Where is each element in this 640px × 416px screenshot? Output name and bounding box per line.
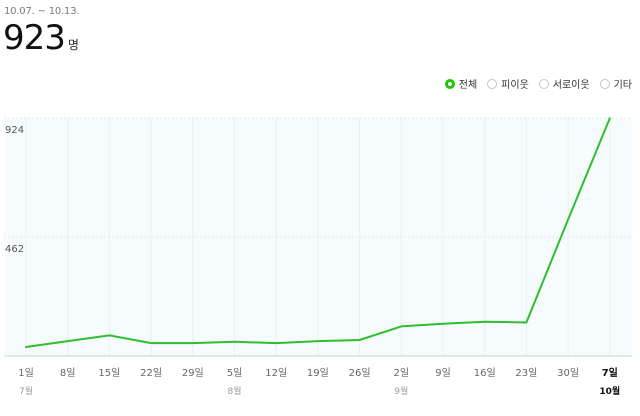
filter-legend: 전체 피이웃 서로이웃 기타: [444, 76, 632, 91]
x-tick-label: 1일: [18, 367, 34, 379]
filter-neighbor[interactable]: 피이웃: [487, 76, 529, 91]
x-tick-label: 23일: [515, 367, 537, 379]
filter-label: 피이웃: [501, 80, 529, 91]
x-tick-label: 9일: [435, 367, 451, 379]
total-value: 923: [3, 18, 66, 58]
chart-svg: 462 924 1일 8일 15일 22일 29일 5일 12일 19일 26일 2일 9일 16일 23일…: [4, 117, 632, 397]
x-tick-label: 15일: [98, 367, 120, 379]
y-tick-label: 462: [5, 244, 24, 255]
x-tick-label: 7일: [602, 366, 618, 379]
series-line: [25, 117, 611, 348]
filter-all[interactable]: 전체: [444, 76, 478, 91]
filter-label: 서로이웃: [552, 80, 590, 91]
month-label: 8월: [227, 385, 241, 397]
x-tick-label: 5일: [227, 367, 243, 379]
month-label: 10월: [599, 385, 620, 397]
filter-mutual-neighbor[interactable]: 서로이웃: [538, 76, 590, 91]
y-tick-label: 924: [5, 125, 24, 136]
x-tick-label: 22일: [140, 367, 162, 379]
radio-icon: [487, 78, 498, 89]
x-tick-label: 2일: [394, 367, 410, 379]
x-tick-label: 8일: [60, 367, 76, 379]
visitor-total: 923 명: [3, 18, 79, 58]
x-tick-label: 19일: [307, 367, 329, 379]
x-tick-label: 16일: [474, 367, 496, 379]
radio-icon: [599, 78, 610, 89]
filter-label: 기타: [613, 80, 632, 91]
x-tick-label: 29일: [182, 367, 204, 379]
line-chart: 462 924 1일 8일 15일 22일 29일 5일 12일 19일 26일 2일 9일 16일 23일…: [0, 104, 640, 416]
radio-icon: [444, 78, 455, 89]
x-tick-label: 26일: [349, 367, 371, 379]
total-unit: 명: [67, 38, 79, 52]
month-label: 9월: [394, 385, 408, 397]
x-tick-label: 30일: [557, 367, 579, 379]
x-tick-label: 12일: [265, 367, 287, 379]
filter-label: 전체: [458, 80, 478, 91]
period-range: 10.07. ~ 10.13.: [4, 6, 80, 17]
filter-other[interactable]: 기타: [599, 76, 632, 91]
radio-icon: [538, 78, 549, 89]
month-label: 7월: [19, 385, 33, 397]
